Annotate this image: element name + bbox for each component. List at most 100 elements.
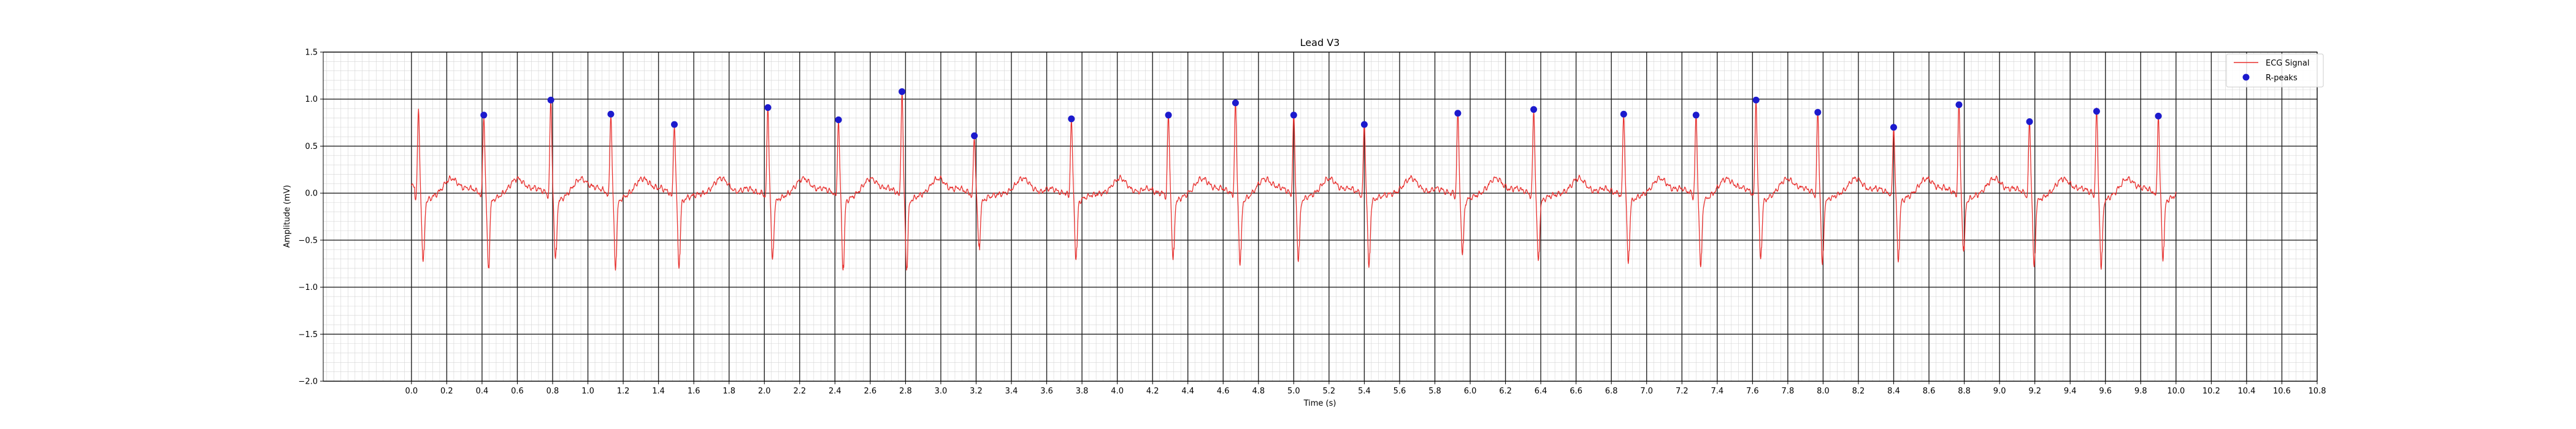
x-tick-label: 0.0 [405, 387, 418, 396]
x-tick-label: 7.6 [1746, 387, 1759, 396]
chart-title: Lead V3 [1300, 37, 1340, 48]
x-tick-label: 9.2 [2028, 387, 2041, 396]
x-tick-label: 2.6 [864, 387, 877, 396]
x-tick-label: 8.8 [1958, 387, 1971, 396]
r-peak-point [671, 121, 678, 128]
x-tick-label: 10.0 [2167, 387, 2185, 396]
x-tick-label: 4.2 [1146, 387, 1159, 396]
x-tick-label: 9.4 [2064, 387, 2077, 396]
r-peak-point [2155, 112, 2162, 120]
x-tick-label: 5.8 [1428, 387, 1441, 396]
x-tick-label: 8.2 [1852, 387, 1865, 396]
x-tick-label: 0.8 [546, 387, 559, 396]
r-peak-point [835, 116, 842, 123]
x-tick-label: 1.4 [652, 387, 665, 396]
r-peak-point [1814, 108, 1822, 116]
y-tick-label: 1.5 [305, 48, 318, 58]
y-tick-label: −2.0 [298, 378, 318, 387]
x-tick-label: 5.4 [1358, 387, 1371, 396]
y-tick-label: −1.5 [298, 330, 318, 340]
r-peak-point [547, 96, 554, 104]
x-tick-label: 4.0 [1111, 387, 1124, 396]
major-grid-lines [323, 51, 2318, 382]
x-tick-label: 3.4 [1005, 387, 1018, 396]
x-tick-label: 5.2 [1323, 387, 1336, 396]
minor-grid-lines [323, 51, 2318, 382]
major-grid [323, 51, 2318, 382]
r-peak-point [1620, 110, 1627, 118]
plot-frame [323, 51, 2318, 382]
x-tick-label: 1.8 [723, 387, 735, 396]
r-peak-layer [480, 88, 2162, 140]
r-peak-point [1360, 121, 1368, 128]
r-peak-point [2026, 118, 2033, 126]
legend-swatch-r-peaks [2242, 74, 2250, 81]
x-tick-label: 10.6 [2273, 387, 2291, 396]
x-tick-label: 3.0 [935, 387, 948, 396]
y-axis-title: Amplitude (mV) [283, 185, 292, 248]
y-tick-label: 0.5 [305, 142, 318, 151]
x-tick-label: 9.0 [1993, 387, 2006, 396]
r-peak-point [2093, 108, 2100, 115]
r-peak-point [480, 112, 488, 119]
r-peak-point [971, 132, 978, 140]
x-tick-label: 10.8 [2309, 387, 2326, 396]
x-tick-label: 3.2 [970, 387, 983, 396]
r-peak-point [1890, 124, 1898, 131]
r-peak-point [1955, 101, 1963, 108]
x-tick-label: 7.8 [1782, 387, 1795, 396]
x-tick-label: 8.6 [1923, 387, 1936, 396]
x-tick-label: 9.6 [2099, 387, 2112, 396]
legend: ECG Signal R-peaks [2226, 53, 2324, 88]
x-tick-label: 0.4 [476, 387, 489, 396]
minor-grid [323, 51, 2318, 382]
x-tick-label: 7.2 [1676, 387, 1689, 396]
r-peak-point [1530, 106, 1538, 113]
r-peak-point [764, 104, 772, 112]
x-tick-label: 6.2 [1499, 387, 1512, 396]
x-tick-label: 1.6 [688, 387, 700, 396]
r-peak-point [1068, 115, 1075, 123]
x-tick-label: 1.0 [581, 387, 594, 396]
x-tick-label: 5.0 [1287, 387, 1300, 396]
y-tick-label: 0.0 [305, 189, 318, 199]
y-axis-ticks: −2.0 −1.5 −1.0 −0.5 0.0 0.5 1.0 1.5 [298, 48, 323, 387]
x-tick-label: 10.4 [2237, 387, 2255, 396]
r-peak-point [1290, 112, 1297, 119]
y-tick-label: −1.0 [298, 283, 318, 292]
x-tick-label: 6.8 [1605, 387, 1618, 396]
x-tick-label: 2.4 [829, 387, 841, 396]
x-axis-ticks: 0.0 0.2 0.4 0.6 0.8 1.0 1.2 1.4 1.6 1.8 2.0 2.2 2.4 2… [405, 381, 2326, 396]
x-tick-label: 10.2 [2202, 387, 2220, 396]
x-tick-label: 0.6 [511, 387, 524, 396]
x-tick-label: 4.4 [1181, 387, 1194, 396]
x-tick-label: 6.6 [1570, 387, 1582, 396]
x-tick-label: 9.8 [2134, 387, 2147, 396]
r-peak-point [1692, 112, 1700, 119]
x-tick-label: 6.4 [1535, 387, 1547, 396]
x-tick-label: 4.8 [1252, 387, 1265, 396]
y-tick-label: −0.5 [298, 236, 318, 245]
x-tick-label: 0.2 [440, 387, 453, 396]
r-peak-point [1752, 96, 1760, 104]
x-tick-label: 3.8 [1076, 387, 1089, 396]
x-tick-label: 1.2 [617, 387, 630, 396]
x-tick-label: 5.6 [1393, 387, 1406, 396]
legend-label-ecg-signal: ECG Signal [2266, 59, 2309, 68]
x-tick-label: 2.8 [899, 387, 912, 396]
r-peak-point [1232, 99, 1239, 107]
r-peak-point [899, 88, 906, 95]
x-tick-label: 6.0 [1464, 387, 1477, 396]
x-tick-label: 7.4 [1711, 387, 1723, 396]
r-peak-point [607, 110, 615, 118]
x-tick-label: 2.0 [758, 387, 771, 396]
x-tick-label: 3.6 [1040, 387, 1053, 396]
r-peak-point [1454, 110, 1462, 117]
y-tick-label: 1.0 [305, 95, 318, 104]
legend-label-r-peaks: R-peaks [2266, 74, 2298, 83]
x-tick-label: 8.0 [1817, 387, 1830, 396]
x-tick-label: 7.0 [1640, 387, 1653, 396]
x-tick-label: 2.2 [793, 387, 806, 396]
r-peak-point [1165, 112, 1172, 119]
